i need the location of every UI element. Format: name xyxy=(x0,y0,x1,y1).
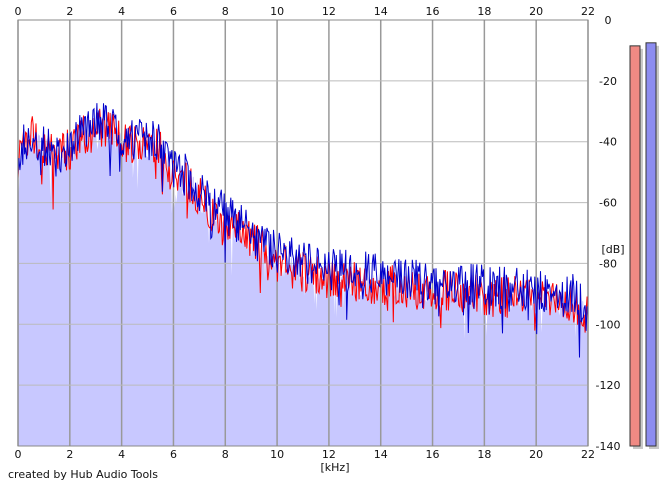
y-axis-title: [dB] xyxy=(601,243,624,256)
x-tick-label-top: 0 xyxy=(15,5,22,18)
x-tick-label-bottom: 0 xyxy=(15,448,22,461)
x-tick-label-bottom: 20 xyxy=(529,448,543,461)
x-tick-label-bottom: 4 xyxy=(118,448,125,461)
x-tick-label-top: 12 xyxy=(322,5,336,18)
y-tick-label: -40 xyxy=(599,136,617,149)
x-tick-label-top: 20 xyxy=(529,5,543,18)
x-tick-label-bottom: 10 xyxy=(270,448,284,461)
x-tick-label-bottom: 6 xyxy=(170,448,177,461)
x-axis-title: [kHz] xyxy=(321,461,350,474)
x-tick-label-top: 10 xyxy=(270,5,284,18)
y-tick-label: -20 xyxy=(599,75,617,88)
y-tick-label: 0 xyxy=(605,14,612,27)
y-tick-label: -80 xyxy=(599,257,617,270)
x-tick-label-bottom: 22 xyxy=(581,448,595,461)
x-tick-label-bottom: 2 xyxy=(66,448,73,461)
y-tick-label: -60 xyxy=(599,197,617,210)
x-tick-label-top: 4 xyxy=(118,5,125,18)
credit-text: created by Hub Audio Tools xyxy=(8,468,158,481)
x-tick-label-top: 18 xyxy=(477,5,491,18)
y-tick-label: -100 xyxy=(596,318,621,331)
x-tick-label-top: 6 xyxy=(170,5,177,18)
x-tick-label-bottom: 18 xyxy=(477,448,491,461)
x-tick-label-bottom: 14 xyxy=(374,448,388,461)
plot-frame xyxy=(17,19,589,447)
x-tick-label-top: 8 xyxy=(222,5,229,18)
spectrum-fill-area xyxy=(18,114,588,447)
x-tick-label-bottom: 12 xyxy=(322,448,336,461)
y-tick-label: -120 xyxy=(596,379,621,392)
x-tick-label-top: 14 xyxy=(374,5,388,18)
y-tick-label: -140 xyxy=(596,440,621,453)
x-tick-label-top: 22 xyxy=(581,5,595,18)
x-tick-label-top: 2 xyxy=(66,5,73,18)
right-channel-line xyxy=(17,103,589,358)
x-tick-label-bottom: 16 xyxy=(426,448,440,461)
left-level-meter xyxy=(629,45,641,447)
right-level-meter xyxy=(645,42,657,447)
x-tick-label-bottom: 8 xyxy=(222,448,229,461)
x-tick-label-top: 16 xyxy=(426,5,440,18)
